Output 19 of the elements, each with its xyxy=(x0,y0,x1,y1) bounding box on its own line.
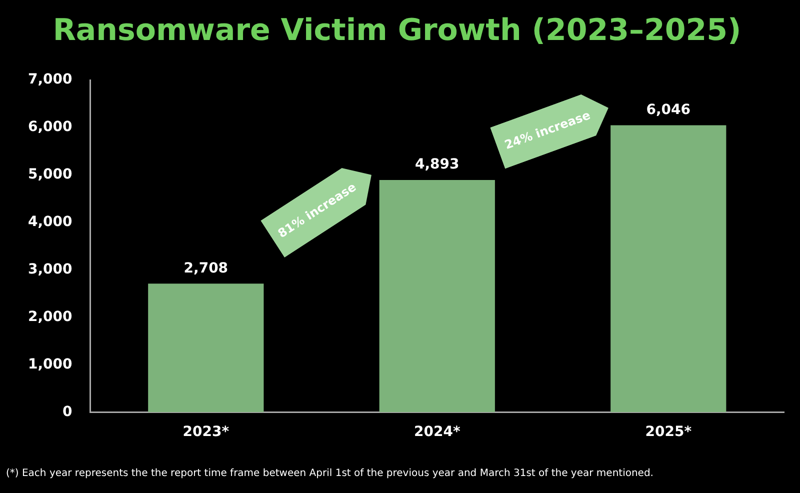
x-tick-label: 2025* xyxy=(645,424,692,440)
bar xyxy=(148,284,264,412)
y-tick-label: 5,000 xyxy=(28,166,73,183)
y-tick-label: 6,000 xyxy=(28,119,73,136)
x-tick-label: 2023* xyxy=(182,424,230,440)
bar xyxy=(610,125,726,412)
data-label: 4,893 xyxy=(414,156,460,173)
text: (*) Each year represents the the report time frame between April 1st of the previous year and March 31st of the year mentioned. xyxy=(6,468,654,479)
y-tick-label: 1,000 xyxy=(28,356,73,372)
y-tick-label: 4,000 xyxy=(28,214,73,230)
y-tick-label: 2,000 xyxy=(28,308,73,325)
y-tick-label: 0 xyxy=(62,404,73,420)
bar xyxy=(379,180,495,412)
chart-title: Ransomware Victim Growth (2023–2025) xyxy=(52,12,742,48)
y-tick-label: 3,000 xyxy=(28,261,73,278)
data-label: 2,708 xyxy=(184,260,228,276)
x-tick-label: 2024* xyxy=(414,424,461,440)
y-tick-label: 7,000 xyxy=(28,72,73,88)
data-label: 6,046 xyxy=(646,102,691,118)
